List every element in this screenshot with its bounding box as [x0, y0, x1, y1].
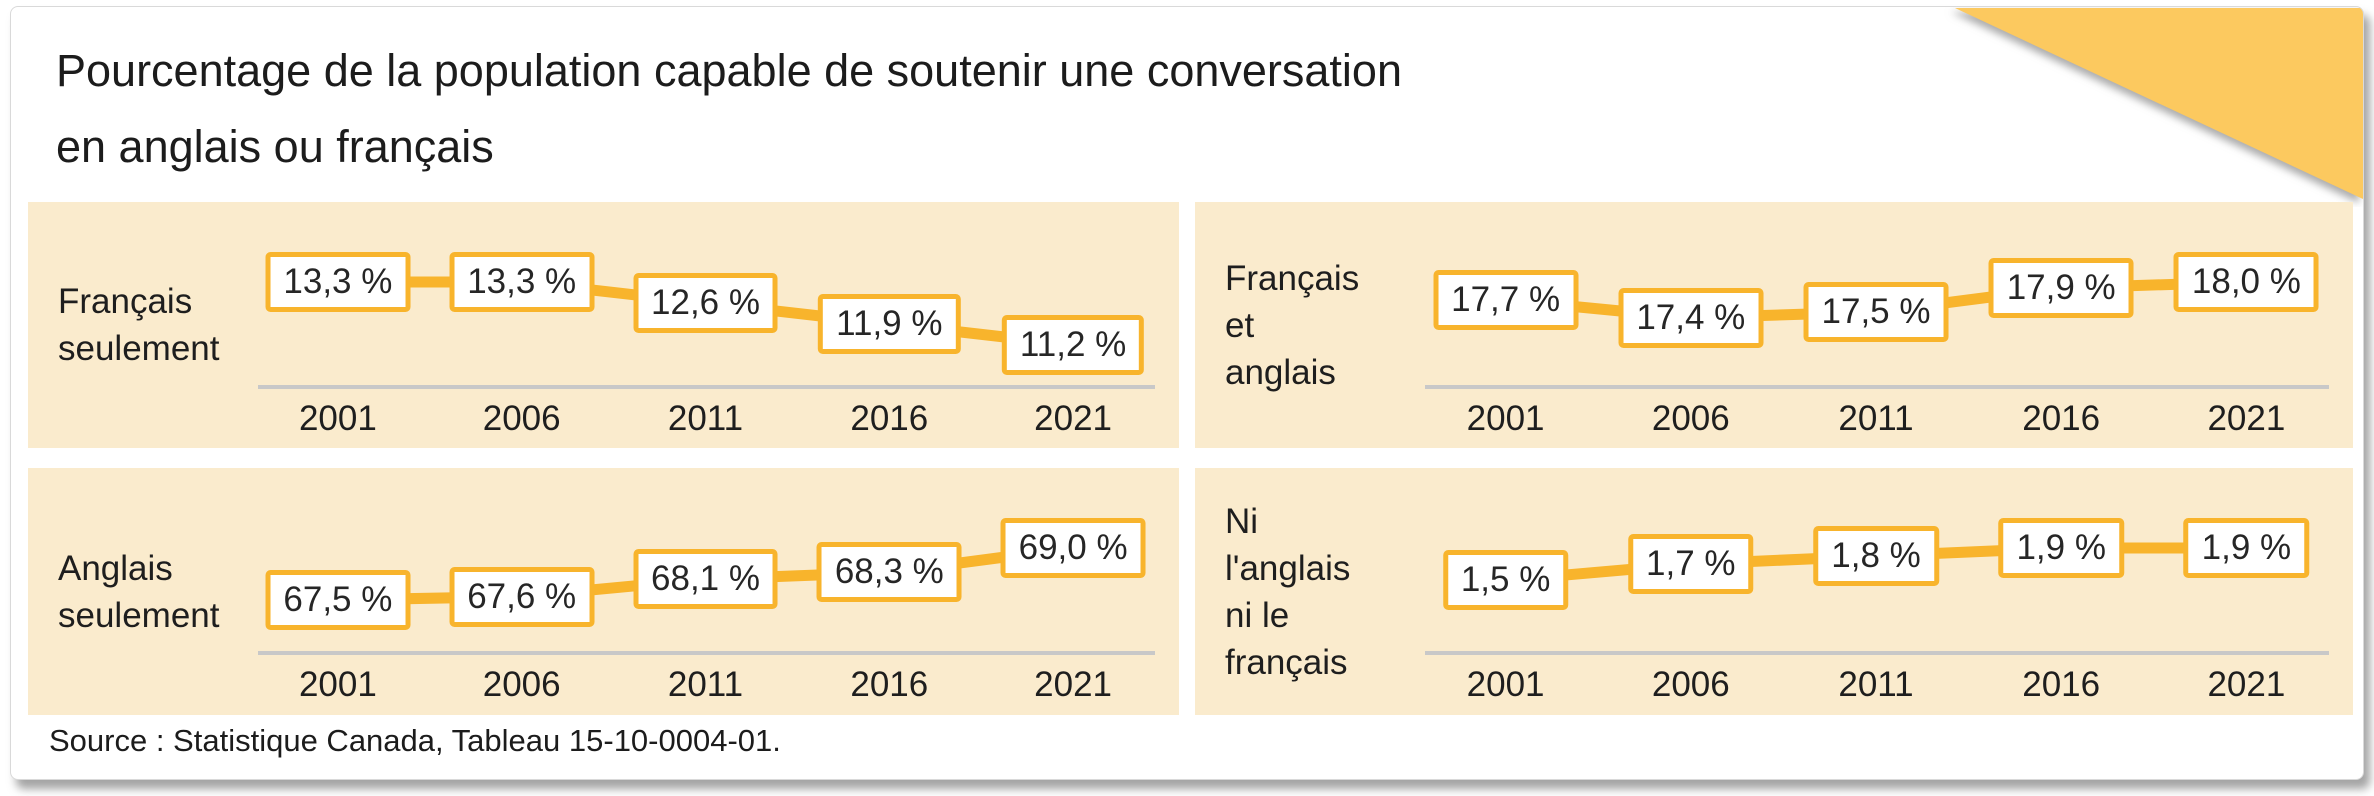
data-point-box: 11,9 %	[818, 293, 961, 354]
year-label: 2011	[667, 665, 744, 704]
data-point-box: 12,6 %	[633, 272, 778, 333]
line-chart-anglais-seulement: 67,5 % 2001 67,6 % 2006 68,1 % 2011 68,3 % 2016…	[246, 468, 1165, 715]
year-label: 2021	[2207, 665, 2286, 704]
page-title: Pourcentage de la population capable de …	[56, 45, 1402, 172]
year-label: 2021	[1034, 665, 1113, 704]
year-label: 2016	[2022, 399, 2101, 438]
data-point-box: 69,0 %	[1000, 518, 1146, 578]
data-point-box: 1,9 %	[1998, 518, 2124, 578]
line-chart-francais-seulement: 13,3 % 2001 13,3 % 2006 12,6 % 2011 11,9 % 2016…	[246, 202, 1165, 448]
year-label: 2001	[1466, 399, 1545, 438]
year-label: 2016	[850, 399, 929, 438]
data-point-box: 1,9 %	[2183, 518, 2310, 578]
year-label: 2006	[482, 665, 561, 704]
source-text: Source : Statistique Canada, Tableau 15-…	[49, 723, 781, 758]
line-chart-francais-et-anglais: 17,7 % 2001 17,4 % 2006 17,5 % 2011 17,9 % 2016…	[1413, 202, 2339, 448]
data-point-box: 68,1 %	[633, 549, 778, 610]
panel-anglais-seulement: Anglais seulement 67,5 % 2001 67,6 % 2006 68…	[28, 468, 1179, 715]
data-point-box: 17,7 %	[1433, 269, 1579, 330]
panel-label-ni-anglais-ni-francais: Ni l'anglais ni le français	[1225, 501, 1351, 682]
data-point-box: 17,9 %	[1988, 257, 2134, 318]
line-chart-ni-anglais-ni-francais: 1,5 % 2001 1,7 % 2006 1,8 % 2011 1,9 % 2016 1,9 …	[1413, 468, 2339, 715]
year-label: 2001	[298, 399, 377, 438]
data-point-box: 1,7 %	[1628, 534, 1754, 595]
year-label: 2016	[2022, 665, 2101, 704]
data-point-box: 67,5 %	[265, 570, 411, 630]
panel-label-francais-et-anglais: Français et anglais	[1225, 258, 1360, 392]
panel-francais-et-anglais: Français et anglais 17,7 % 2001 17,4 % 2006…	[1195, 202, 2353, 448]
infographic-card: Pourcentage de la population capable de …	[10, 6, 2364, 780]
year-label: 2006	[1651, 399, 1730, 438]
data-point-box: 13,3 %	[265, 252, 411, 312]
year-label: 2001	[298, 665, 377, 704]
data-point-box: 13,3 %	[449, 252, 595, 312]
data-point-box: 67,6 %	[449, 566, 595, 627]
panel-label-francais-seulement: Français seulement	[58, 282, 220, 368]
panel-ni-anglais-ni-francais: Ni l'anglais ni le français 1,5 % 2001 1,7…	[1195, 468, 2353, 715]
year-label: 2016	[850, 665, 929, 704]
panel-francais-seulement: Français seulement 13,3 % 2001 13,3 % 2006 1…	[28, 202, 1179, 448]
year-label: 2011	[667, 399, 744, 438]
data-point-box: 68,3 %	[816, 542, 962, 603]
year-label: 2001	[1466, 665, 1545, 704]
year-label: 2021	[2207, 399, 2286, 438]
data-point-box: 1,5 %	[1442, 550, 1569, 611]
data-point-box: 18,0 %	[2173, 252, 2319, 312]
year-label: 2011	[1838, 399, 1914, 438]
corner-triangle-decoration	[1955, 8, 2363, 199]
year-label: 2006	[482, 399, 561, 438]
data-point-box: 17,4 %	[1618, 287, 1764, 348]
year-label: 2011	[1838, 665, 1914, 704]
year-label: 2006	[1651, 665, 1730, 704]
panel-label-anglais-seulement: Anglais seulement	[58, 548, 220, 635]
data-point-box: 11,2 %	[1001, 314, 1145, 375]
data-point-box: 1,8 %	[1813, 526, 1939, 587]
year-label: 2021	[1034, 399, 1113, 438]
data-point-box: 17,5 %	[1803, 281, 1949, 342]
